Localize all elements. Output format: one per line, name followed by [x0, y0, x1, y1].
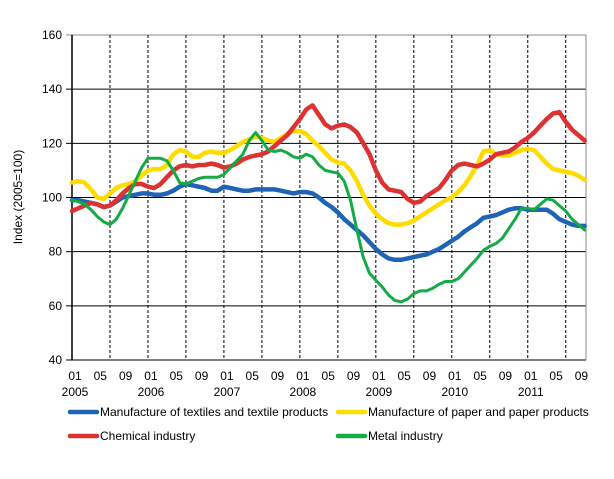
y-tick-label: 100 — [42, 191, 62, 205]
legend-label: Chemical industry — [100, 429, 195, 443]
x-tick-label: 05 — [549, 369, 563, 383]
y-tick-label: 80 — [49, 245, 63, 259]
x-year-label: 2006 — [138, 385, 165, 399]
legend-item: Metal industry — [335, 429, 443, 443]
x-tick-label: 01 — [296, 369, 310, 383]
x-tick-label: 01 — [220, 369, 234, 383]
x-axis: 01 05 09 2005 01 05 09 2006 01 05 09 2007 01 05 09 2008… — [62, 369, 589, 399]
x-tick-label: 01 — [524, 369, 538, 383]
x-tick-label: 01 — [68, 369, 82, 383]
x-tick-label: 05 — [246, 369, 260, 383]
series-lines — [69, 103, 587, 304]
x-tick-label: 09 — [423, 369, 437, 383]
x-tick-label: 01 — [372, 369, 386, 383]
x-tick-label: 05 — [170, 369, 184, 383]
x-year-label: 2011 — [518, 385, 544, 399]
y-tick-label: 120 — [42, 136, 62, 150]
series-line-4 — [70, 131, 587, 304]
x-tick-label: 05 — [94, 369, 108, 383]
y-axis: 40 60 80 100 120 140 160 — [42, 28, 62, 367]
y-tick-label: 40 — [49, 353, 63, 367]
x-tick-label: 09 — [119, 369, 133, 383]
legend-item: Manufacture of paper and paper products — [335, 405, 589, 419]
x-tick-label: 09 — [575, 369, 589, 383]
x-tick-label: 05 — [397, 369, 411, 383]
x-year-label: 2007 — [214, 385, 241, 399]
x-year-label: 2009 — [365, 385, 392, 399]
x-tick-label: 09 — [195, 369, 209, 383]
series-line-1 — [69, 181, 587, 263]
legend: Manufacture of textiles and textile prod… — [67, 405, 589, 443]
legend-item: Chemical industry — [67, 429, 195, 443]
x-tick-label: 05 — [322, 369, 336, 383]
x-tick-label: 09 — [347, 369, 361, 383]
legend-label: Manufacture of textiles and textile prod… — [100, 405, 328, 419]
y-tick-label: 60 — [49, 299, 63, 313]
y-axis-label: Index (2005=100) — [11, 150, 25, 244]
x-year-label: 2005 — [62, 385, 89, 399]
legend-item: Manufacture of textiles and textile prod… — [67, 405, 328, 419]
y-tick-label: 140 — [42, 82, 62, 96]
x-tick-label: 05 — [473, 369, 487, 383]
series-line-3 — [69, 103, 587, 214]
legend-label: Manufacture of paper and paper products — [368, 405, 589, 419]
x-year-label: 2010 — [441, 385, 468, 399]
x-tick-label: 01 — [144, 369, 158, 383]
x-tick-label: 01 — [448, 369, 462, 383]
grid — [66, 34, 587, 361]
legend-label: Metal industry — [368, 429, 443, 443]
x-year-label: 2008 — [290, 385, 317, 399]
y-tick-label: 160 — [42, 28, 62, 42]
x-tick-label: 09 — [499, 369, 513, 383]
x-tick-label: 09 — [271, 369, 285, 383]
